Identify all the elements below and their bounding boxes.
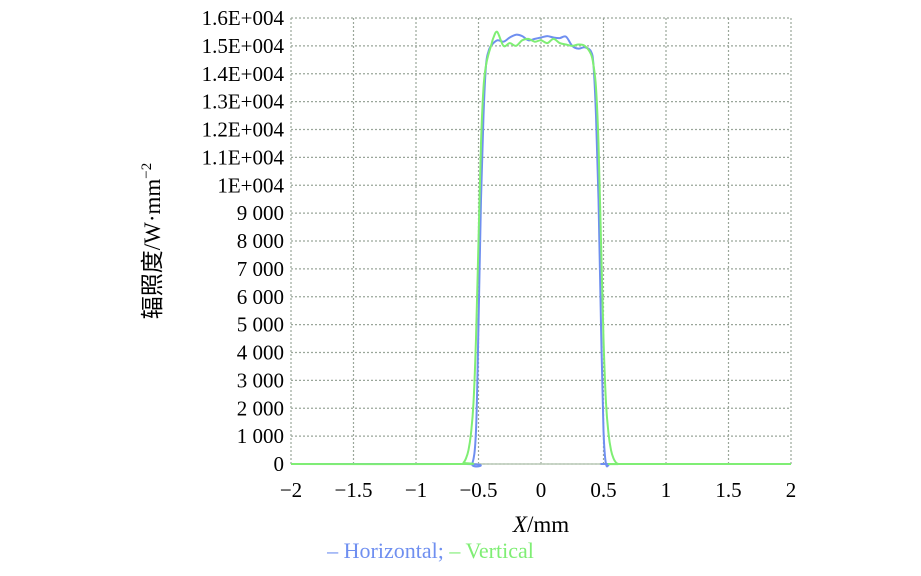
y-tick-label: 9 000	[237, 201, 284, 225]
x-tick-label: 1	[661, 478, 672, 502]
legend-vertical-dash: –	[449, 538, 461, 563]
x-axis-label-unit: /mm	[527, 512, 569, 537]
y-tick-label: 1.5E+004	[202, 34, 285, 58]
series-lines	[290, 30, 791, 468]
series-line-horizontal	[290, 33, 791, 468]
x-axis-label: X/mm	[512, 512, 569, 537]
y-axis-label-text: 辐照度/W·mm	[140, 179, 165, 320]
y-tick-label: 1.1E+004	[202, 145, 285, 169]
y-tick-label: 7 000	[237, 257, 284, 281]
y-tick-label: 6 000	[237, 285, 284, 309]
y-axis-label: 辐照度/W·mm−2	[139, 163, 165, 320]
series-line-vertical	[290, 30, 791, 466]
y-tick-label: 1.2E+004	[202, 118, 285, 142]
x-tick-label: 0	[536, 478, 547, 502]
x-tick-label: 0.5	[590, 478, 616, 502]
grid	[290, 17, 792, 465]
y-tick-label: 1.3E+004	[202, 90, 285, 114]
legend-horizontal-dash: –	[327, 538, 339, 563]
x-tick-label: −2	[280, 478, 302, 502]
x-tick-label: 2	[786, 478, 797, 502]
x-tick-label: 1.5	[715, 478, 741, 502]
legend-horizontal-label: Horizontal;	[343, 538, 444, 563]
y-tick-labels: 0 1 000 2 000 3 000 4 000 5 000 6 000 7 000 8 00…	[202, 6, 285, 476]
y-tick-label: 5 000	[237, 313, 284, 337]
x-tick-label: −1	[405, 478, 427, 502]
y-tick-label: 1.4E+004	[202, 62, 285, 86]
y-tick-label: 1E+004	[217, 173, 284, 197]
x-tick-label: −1.5	[334, 478, 372, 502]
x-tick-label: −0.5	[459, 478, 497, 502]
x-tick-labels: −2 −1.5 −1 −0.5 0 0.5 1 1.5 2	[280, 478, 796, 502]
legend: – Horizontal; – Vertical	[0, 538, 861, 564]
y-tick-label: 0	[274, 452, 285, 476]
y-tick-label: 1 000	[237, 424, 284, 448]
x-axis-label-variable: X	[512, 512, 528, 537]
y-tick-label: 1.6E+004	[202, 6, 285, 30]
y-tick-label: 2 000	[237, 396, 284, 420]
y-tick-label: 4 000	[237, 341, 284, 365]
legend-vertical-label: Vertical	[465, 538, 534, 563]
y-tick-label: 8 000	[237, 229, 284, 253]
y-axis-label-superscript: −2	[139, 163, 155, 179]
y-tick-label: 3 000	[237, 368, 284, 392]
